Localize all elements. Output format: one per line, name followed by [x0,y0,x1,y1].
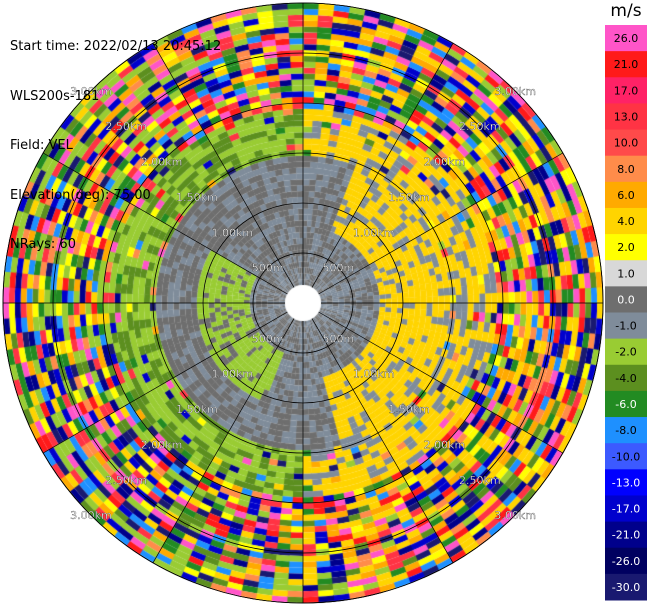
colorbar-swatch [605,312,647,340]
ring-label: 500m [252,262,284,275]
ring-label: 2.00km [424,156,466,169]
colorbar-tick-label: -8.0 [615,424,636,437]
ring-label: 1.00km [353,368,395,381]
colorbar-tick-label: -10.0 [612,450,640,463]
colorbar-tick-label: -26.0 [612,555,640,568]
ring-label: 500m [322,262,354,275]
ring-label: 2.50km [459,474,501,487]
colorbar-swatch [605,234,647,261]
ring-label: 500m [322,332,354,345]
ring-label: 2.50km [105,120,147,133]
colorbar-swatch [605,495,647,523]
azimuth-spoke [43,152,288,295]
colorbar-swatch [605,103,647,131]
ring-label: 500m [252,332,284,345]
colorbar-swatch [605,417,647,444]
ring-label: 1.00km [212,368,254,381]
ring-label: 1.50km [176,403,218,416]
colorbar-tick-label: -21.0 [612,529,640,542]
colorbar-tick-label: -17.0 [612,503,640,516]
colorbar-title: m/s [610,1,641,21]
colorbar-swatch [605,469,647,496]
colorbar-tick-label: 0.0 [617,293,635,306]
ring-label: 2.00km [424,438,466,451]
colorbar-tick-label: -6.0 [615,398,636,411]
ring-label: 1.50km [388,191,430,204]
colorbar-tick-label: 2.0 [617,241,635,254]
colorbar-tick-label: 13.0 [614,110,639,123]
azimuth-spoke [43,311,288,454]
ring-label: 2.50km [459,120,501,133]
azimuth-spoke [318,152,563,295]
colorbar-tick-label: 4.0 [617,215,635,228]
azimuth-spoke [152,43,295,288]
colorbar-tick-label: 6.0 [617,189,635,202]
colorbar-tick-label: 10.0 [614,137,639,150]
colorbar-swatch [605,77,647,104]
colorbar-swatch [605,155,647,183]
colorbar-tick-label: -1.0 [615,320,636,333]
colorbar-swatch [605,338,647,366]
colorbar-tick-label: 8.0 [617,163,635,176]
colorbar-swatch [605,260,647,287]
colorbar-swatch [605,181,647,209]
azimuth-spoke [311,43,454,288]
station-label: WLS200s-181 [10,88,100,104]
colorbar-swatch [605,51,647,78]
nrays-label: NRays: 60 [10,237,76,252]
ring-label: 1.00km [212,226,254,239]
elevation-label: Elevation(deg): 75.00 [10,187,151,203]
outer-ring [2,2,604,604]
colorbar-swatch [605,547,647,575]
colorbar-swatch [605,286,647,313]
azimuth-spoke [318,311,563,454]
field-label: Field: VEL [10,138,73,153]
colorbar-tick-label: 17.0 [614,84,639,97]
ring-label: 2.00km [141,438,183,451]
colorbar-swatch [605,207,647,235]
colorbar-swatch [605,25,647,52]
azimuth-spoke [152,318,295,563]
colorbar-swatch [605,443,647,470]
ring-label: 1.50km [176,191,218,204]
ring-label: 2.00km [141,156,183,169]
colorbar-tick-label: -30.0 [612,581,640,594]
colorbar-swatch [605,390,647,418]
ring-label: 2.50km [105,474,147,487]
colorbar-swatch [605,129,647,157]
colorbar-tick-label: 21.0 [614,58,639,71]
ring-label: 1.50km [388,403,430,416]
colorbar-tick-label: -13.0 [612,476,640,489]
colorbar: m/s 26.0 21.0 17.0 13.0 10.0 8.0 6.0 4.0 2.0 1.0 0.… [605,1,647,601]
start-time-label: Start time: 2022/02/13 20:45:12 [10,39,222,54]
header-info: Start time: 2022/02/13 20:45:12 WLS200s-… [10,6,221,270]
ring-label: 1.00km [353,226,395,239]
colorbar-swatch [605,521,647,549]
colorbar-tick-label: -2.0 [615,346,636,359]
colorbar-tick-label: 1.0 [617,267,635,280]
colorbar-tick-label: 26.0 [614,32,639,45]
colorbar-tick-label: -4.0 [615,372,636,385]
colorbar-swatch [605,573,647,601]
azimuth-spoke [311,318,454,563]
colorbar-swatch [605,364,647,392]
